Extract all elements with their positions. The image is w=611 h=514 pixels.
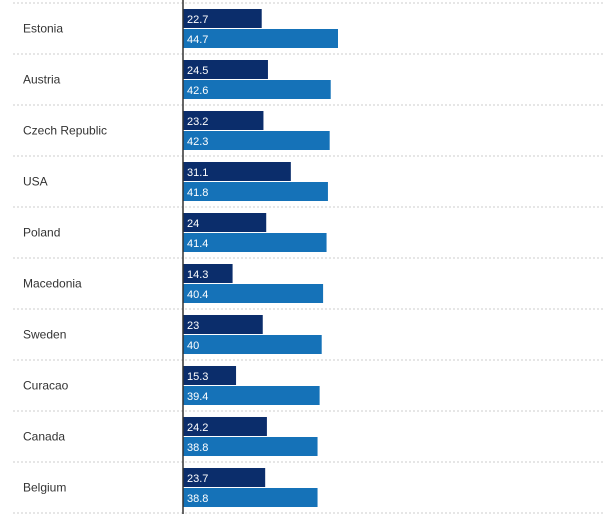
bar-value-label: 31.1 — [187, 167, 208, 179]
bar-series-1 — [183, 213, 267, 232]
bar-series-1 — [183, 111, 264, 130]
category-labels: Estonia Austria Czech Republic USA Poland Mac… — [23, 22, 107, 495]
value-labels: 22.7 44.7 24.5 42.6 23.2 42.3 31.1 41.8 24 41.4 14… — [187, 14, 208, 505]
bar-value-label: 22.7 — [187, 14, 208, 26]
bar-series-1 — [183, 366, 237, 385]
bar-series-2 — [183, 284, 324, 303]
bar-value-label: 24 — [187, 218, 199, 230]
category-label: Belgium — [23, 481, 66, 495]
bars — [183, 9, 338, 507]
bar-value-label: 42.3 — [187, 136, 208, 148]
bar-series-1 — [183, 264, 233, 283]
category-label: Estonia — [23, 22, 63, 36]
bar-value-label: 44.7 — [187, 34, 208, 46]
bar-value-label: 23.2 — [187, 116, 208, 128]
bar-series-1 — [183, 9, 262, 28]
bar-series-2 — [183, 488, 318, 507]
category-label: Curacao — [23, 379, 69, 393]
bar-value-label: 38.8 — [187, 493, 208, 505]
bar-series-1 — [183, 60, 268, 79]
category-label: Macedonia — [23, 277, 82, 291]
bar-series-1 — [183, 315, 263, 334]
bar-value-label: 24.2 — [187, 422, 208, 434]
bar-value-label: 24.5 — [187, 65, 208, 77]
bar-value-label: 38.8 — [187, 442, 208, 454]
category-label: Czech Republic — [23, 124, 107, 138]
bar-value-label: 41.4 — [187, 238, 208, 250]
bar-series-2 — [183, 182, 328, 201]
bar-value-label: 39.4 — [187, 391, 208, 403]
bar-series-2 — [183, 80, 331, 99]
row-separators — [13, 2, 605, 514]
category-label: Sweden — [23, 328, 66, 342]
bar-value-label: 15.3 — [187, 371, 208, 383]
bar-series-1 — [183, 468, 266, 487]
bar-value-label: 14.3 — [187, 269, 208, 281]
bar-series-2 — [183, 335, 322, 354]
bar-value-label: 23 — [187, 320, 199, 332]
bar-series-2 — [183, 437, 318, 456]
bar-value-label: 40.4 — [187, 289, 208, 301]
bar-series-2 — [183, 386, 320, 405]
bar-series-1 — [183, 417, 267, 436]
category-label: USA — [23, 175, 48, 189]
bar-value-label: 40 — [187, 340, 199, 352]
bar-value-label: 23.7 — [187, 473, 208, 485]
category-label: Poland — [23, 226, 60, 240]
bar-value-label: 42.6 — [187, 85, 208, 97]
bar-series-1 — [183, 162, 291, 181]
bar-value-label: 41.8 — [187, 187, 208, 199]
bar-series-2 — [183, 29, 338, 48]
bar-series-2 — [183, 131, 330, 150]
category-label: Canada — [23, 430, 65, 444]
bar-series-2 — [183, 233, 327, 252]
category-label: Austria — [23, 73, 61, 87]
